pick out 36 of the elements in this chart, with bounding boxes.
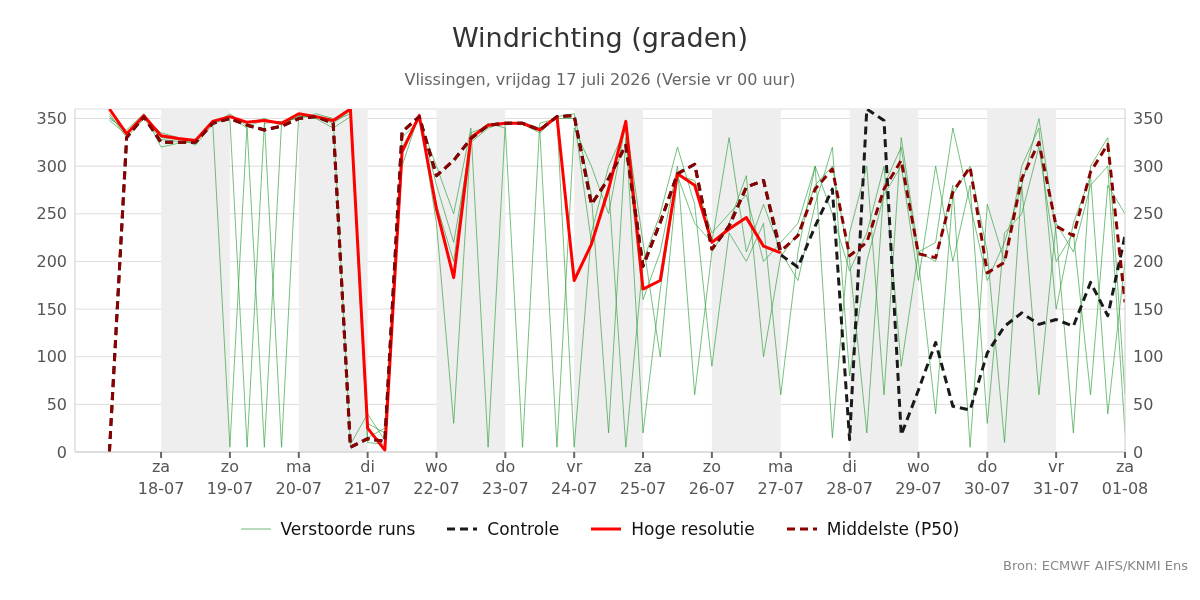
y-tick-label: 300	[36, 156, 67, 176]
legend-label: Controle	[487, 519, 560, 539]
x-tick-label: vr 31-07	[1032, 457, 1080, 498]
y2-tick-label: 100	[1133, 347, 1164, 367]
y-tick-label: 200	[36, 252, 67, 272]
x-tick-label: ma 20-07	[275, 457, 323, 498]
x-tick-label: zo 26-07	[688, 457, 736, 498]
y-tick-label: 50	[46, 395, 67, 415]
chart-subtitle: Vlissingen, vrijdag 17 juli 2026 (Versie vr 00 uur)	[403, 69, 797, 91]
y2-tick-label: 350	[1133, 109, 1164, 129]
legend-label: Middelste (P50)	[826, 519, 960, 539]
x-tick-label: ma 27-07	[757, 457, 804, 498]
x-tick-label: di 28-07	[826, 457, 873, 498]
text: Bron: ECMWF AIFS/KNMI Ens	[1003, 558, 1188, 573]
y2-tick-label: 50	[1133, 395, 1154, 415]
y2-tick-label: 150	[1133, 299, 1164, 319]
x-tick-label: vr 24-07	[550, 457, 598, 498]
legend-label: Hoge resolutie	[631, 519, 755, 539]
chart-title: Windrichting (graden)	[450, 21, 750, 55]
y-tick-label: 150	[36, 299, 67, 319]
x-tick-label: wo 22-07	[413, 457, 460, 498]
y-tick-label: 250	[36, 204, 67, 224]
y-tick-label: 100	[36, 347, 67, 367]
x-tick-label: di 21-07	[344, 457, 391, 498]
y2-tick-label: 300	[1133, 156, 1164, 176]
x-tick-label: zo 19-07	[206, 457, 254, 498]
x-tick-label: za 25-07	[619, 457, 667, 498]
x-tick-label: wo 29-07	[895, 457, 942, 498]
legend-label: Verstoorde runs	[280, 519, 416, 539]
y-tick-label: 0	[56, 442, 67, 462]
x-tick-label: do 23-07	[482, 457, 529, 498]
x-tick-label: za 18-07	[137, 457, 185, 498]
y2-tick-label: 200	[1133, 252, 1164, 272]
x-tick-label: do 30-07	[964, 457, 1011, 498]
y2-tick-label: 250	[1133, 204, 1164, 224]
y-tick-label: 350	[36, 109, 67, 129]
